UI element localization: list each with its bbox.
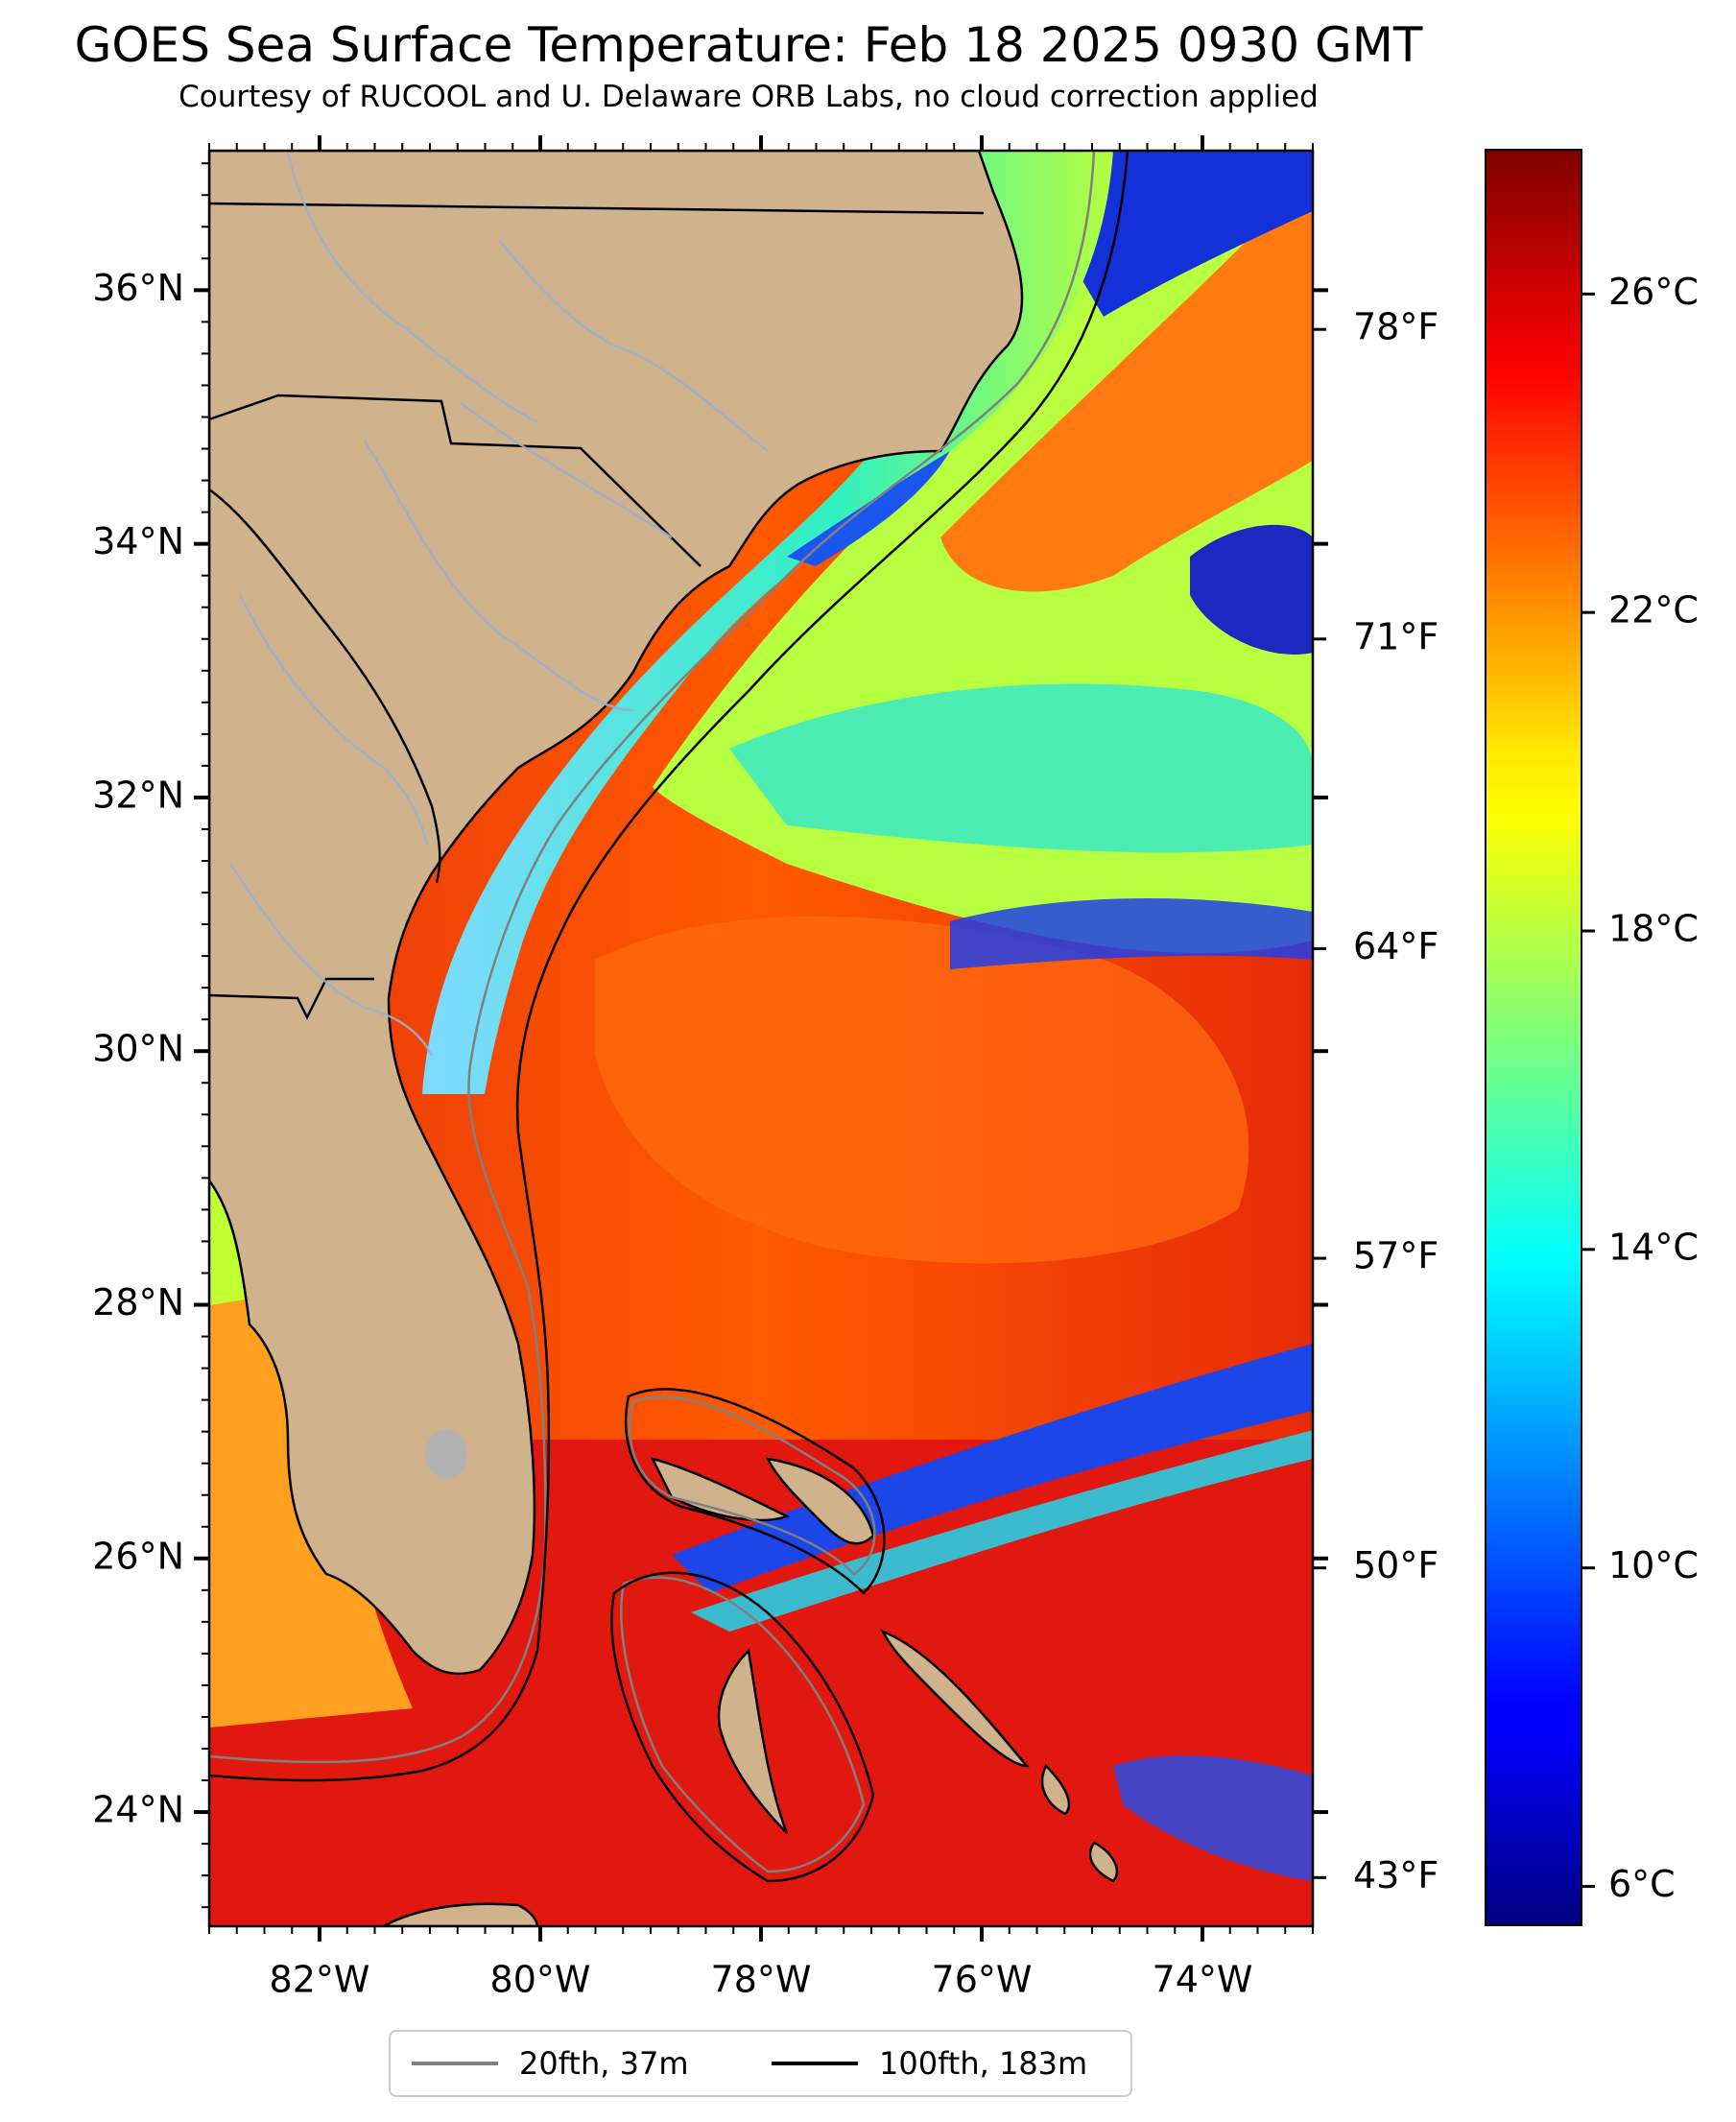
legend-item-20fth: 20fth, 37m [412,2032,688,2095]
fahrenheit-tick-label: 71°F [1353,615,1439,657]
us-landmass [209,151,1024,1676]
colorbar-gradient [1485,149,1582,1926]
legend-item-100fth: 100fth, 183m [772,2032,1087,2095]
colorbar-tick-label: 26°C [1608,271,1699,313]
fahrenheit-tick-label: 78°F [1353,306,1439,348]
lat-tick-label: 36°N [92,267,184,309]
colorbar-tick-label: 14°C [1608,1226,1699,1268]
state-borders [209,202,985,1020]
colorbar-ticks: 6°C 10°C 14°C 18°C 22°C 26°C [1581,271,1699,1905]
lat-tick-label: 28°N [92,1281,184,1323]
colorbar-tick-label: 22°C [1608,589,1699,632]
isobath-100fth-bahamas [610,1388,886,1883]
isobath-20fth-bahamas [620,1395,876,1873]
fahrenheit-tick-label: 57°F [1353,1235,1439,1277]
fahrenheit-tick-label: 50°F [1353,1544,1439,1586]
ocean-northeast-orange [940,211,1313,592]
lat-tick-label: 34°N [92,520,184,562]
legend-label-20fth: 20fth, 37m [519,2045,689,2082]
isobath-100fth [209,151,1130,1782]
ocean-north-cyan [729,683,1313,853]
lat-tick-label: 26°N [92,1535,184,1577]
rivers [228,153,769,1057]
colorbar-tick-label: 6°C [1608,1863,1676,1905]
map-subtitle: Courtesy of RUCOOL and U. Delaware ORB L… [178,80,1319,114]
map-ticks: 82°W 80°W 78°W 76°W 74°W 24°N 26°N 28°N 30°N 32°N… [92,135,1439,2001]
colorbar: 6°C 10°C 14°C 18°C 22°C 26°C [1485,149,1699,1926]
map-panel [209,151,1313,1926]
lat-tick-label: 24°N [92,1789,184,1831]
lat-tick-label: 30°N [92,1028,184,1070]
lon-tick-label: 76°W [932,1959,1033,2001]
lon-tick-label: 82°W [270,1959,370,2001]
isobath-legend: 20fth, 37m 100fth, 183m [389,2030,1132,2097]
colorbar-tick-label: 18°C [1608,908,1699,950]
lon-tick-label: 78°W [711,1959,812,2001]
gulf-stream-orange [595,916,1249,1264]
fahrenheit-tick-label: 64°F [1353,925,1439,967]
lon-tick-label: 80°W [490,1959,591,2001]
lon-tick-label: 74°W [1153,1959,1253,2001]
cold-eddy [1190,524,1313,655]
legend-line-20fth [412,2062,498,2065]
legend-label-100fth: 100fth, 183m [879,2045,1088,2082]
lat-tick-label: 32°N [92,774,184,816]
lake-okeechobee [425,1429,467,1479]
legend-line-100fth [772,2062,858,2065]
cold-filament-mid [950,898,1313,969]
map-title: GOES Sea Surface Temperature: Feb 18 202… [74,17,1423,73]
isobath-20fth [209,151,1096,1764]
bahamas-islands [650,1457,1119,1883]
cuba-coast [381,1902,539,1926]
colorbar-tick-label: 10°C [1608,1544,1699,1586]
fahrenheit-tick-label: 43°F [1353,1854,1439,1896]
southeast-cyan-band [691,1430,1313,1632]
southeast-cold-patch [1113,1755,1313,1881]
